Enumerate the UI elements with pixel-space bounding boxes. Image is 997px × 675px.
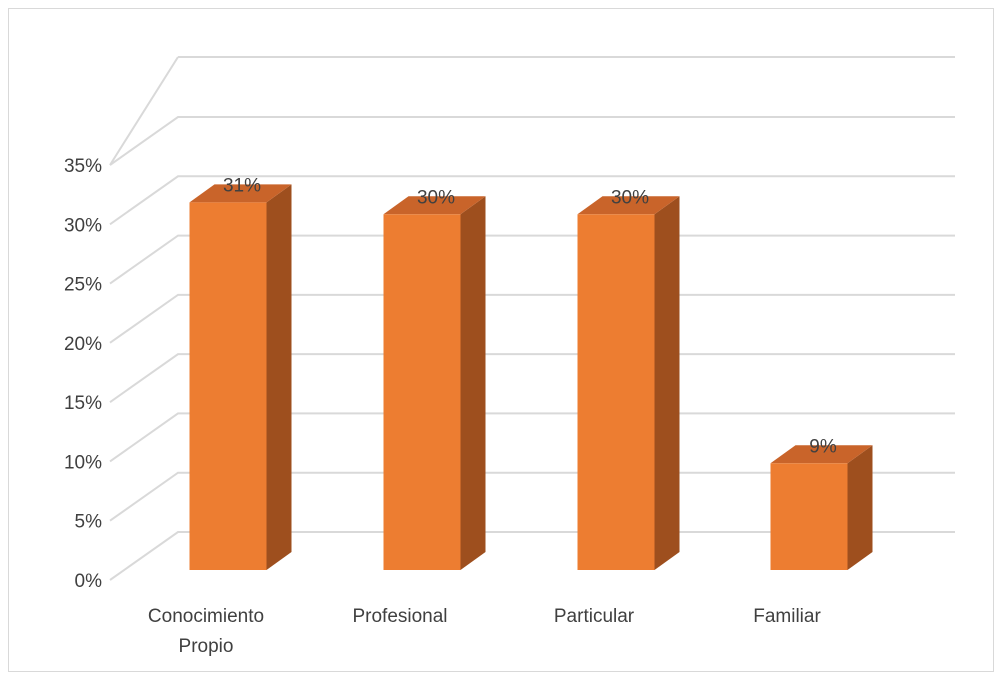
gridline xyxy=(109,116,955,166)
bar-side-face xyxy=(460,196,486,571)
gridline xyxy=(109,353,955,403)
bar-front-face xyxy=(189,202,267,570)
data-label: 30% xyxy=(417,187,455,208)
gridline xyxy=(109,293,955,344)
bar xyxy=(577,196,680,571)
category-labels: Conocimiento Propio Profesional Particular F… xyxy=(148,606,822,657)
bar-front-face xyxy=(383,214,461,571)
data-label: 30% xyxy=(611,187,649,208)
bar-front-face xyxy=(770,463,848,570)
y-axis-tick-labels: 0% 5% 10% 15% 20% 25% 30% 35% xyxy=(64,156,102,592)
bar-side-face xyxy=(847,445,873,570)
y-tick-label: 0% xyxy=(75,571,103,592)
data-labels: 31% 30% 30% 9% xyxy=(223,175,837,457)
gridline xyxy=(109,234,955,285)
bar-front-face xyxy=(577,214,655,571)
bar xyxy=(770,445,873,570)
bar-side-face xyxy=(266,184,292,570)
bar-top-face xyxy=(770,445,873,464)
gridline xyxy=(109,175,955,226)
gridline xyxy=(109,56,179,166)
gridlines xyxy=(109,56,955,581)
y-tick-label: 20% xyxy=(64,334,102,355)
bar xyxy=(383,196,486,571)
y-tick-label: 10% xyxy=(64,452,102,473)
y-tick-label: 15% xyxy=(64,393,102,414)
category-label: Particular xyxy=(554,606,635,627)
gridline xyxy=(109,412,955,463)
bar-side-face xyxy=(654,196,680,571)
category-label: Propio xyxy=(179,636,234,657)
category-label: Familiar xyxy=(753,606,821,627)
gridline xyxy=(109,531,955,581)
bar-top-face xyxy=(577,196,680,215)
y-tick-label: 30% xyxy=(64,215,102,236)
bar xyxy=(189,184,292,570)
bar-top-face xyxy=(189,184,292,203)
bars xyxy=(189,184,873,571)
gridline xyxy=(109,471,955,522)
data-label: 9% xyxy=(809,436,837,457)
category-label: Profesional xyxy=(352,606,447,627)
y-tick-label: 35% xyxy=(64,156,102,177)
y-tick-label: 5% xyxy=(75,512,103,533)
category-label: Conocimiento xyxy=(148,606,264,627)
y-tick-label: 25% xyxy=(64,275,102,296)
data-label: 31% xyxy=(223,175,261,196)
bar-top-face xyxy=(383,196,486,215)
